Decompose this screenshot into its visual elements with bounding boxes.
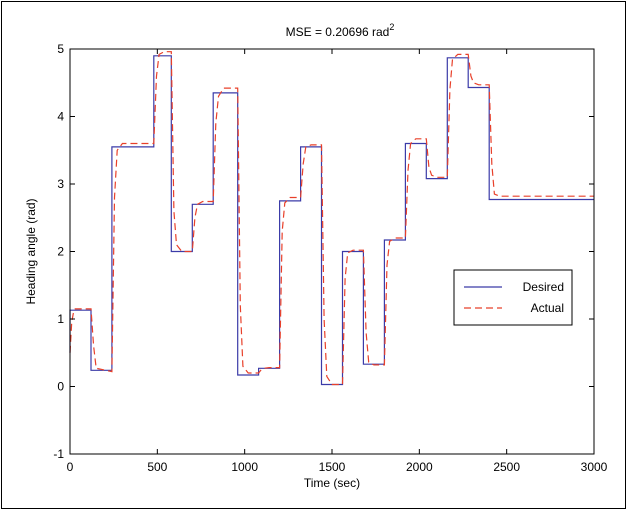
series-line-desired <box>69 55 594 386</box>
plot-area <box>70 49 594 454</box>
y-tick-label: 2 <box>57 245 64 259</box>
y-axis-label: Heading angle (rad) <box>24 198 38 304</box>
y-tick-label: 1 <box>57 312 64 326</box>
legend-box <box>453 269 573 326</box>
plot-frame <box>69 48 595 455</box>
x-tick-label: 1000 <box>231 460 258 474</box>
legend-label-desired: Desired <box>523 280 564 294</box>
chart-title: MSE = 0.20696 rad2 <box>286 22 395 39</box>
y-tick-label: -1 <box>53 447 64 461</box>
series-group <box>69 51 594 386</box>
x-tick-label: 500 <box>147 460 167 474</box>
legend: Desired Actual <box>453 269 573 326</box>
y-tick-label: 4 <box>57 110 64 124</box>
series-line-actual <box>69 51 594 386</box>
chart-title-text: MSE = 0.20696 rad <box>286 25 390 39</box>
x-tick-label: 3000 <box>581 460 608 474</box>
x-axis-label: Time (sec) <box>304 476 360 490</box>
y-tick-label: 5 <box>57 42 64 56</box>
x-tick-label: 1500 <box>319 460 346 474</box>
y-tick-label: 0 <box>57 380 64 394</box>
chart-title-superscript: 2 <box>389 22 394 32</box>
legend-label-actual: Actual <box>531 301 564 315</box>
y-tick-label: 3 <box>57 177 64 191</box>
x-tick-label: 2000 <box>406 460 433 474</box>
x-tick-label: 0 <box>67 460 74 474</box>
svg-text:MSE = 0.20696 rad2: MSE = 0.20696 rad2 <box>286 22 395 39</box>
x-tick-label: 2500 <box>493 460 520 474</box>
